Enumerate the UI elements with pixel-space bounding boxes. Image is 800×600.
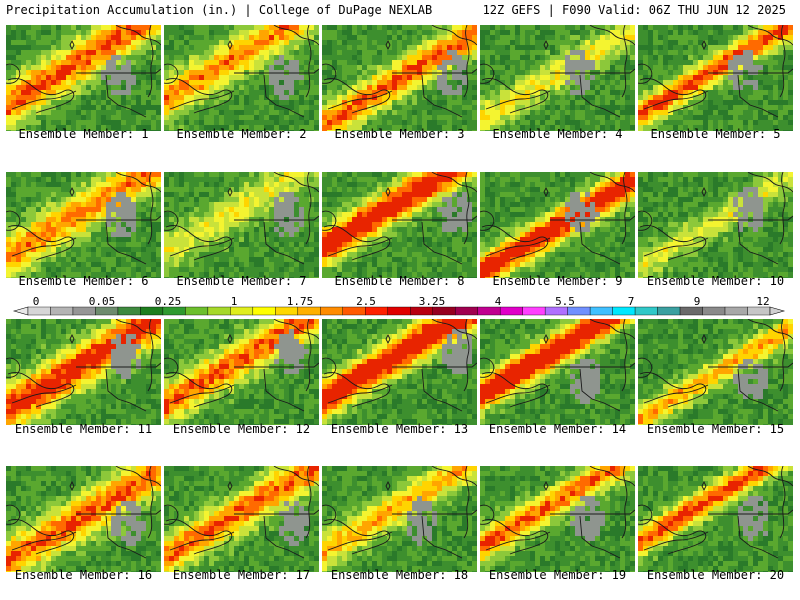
colorbar-swatch <box>634 306 658 316</box>
ensemble-member-label: Ensemble Member: 13 <box>330 422 469 436</box>
ensemble-member-label: Ensemble Member: 8 <box>334 274 465 288</box>
colorbar-swatch <box>72 306 96 316</box>
ensemble-member-label: Ensemble Member: 19 <box>488 568 627 582</box>
colorbar-swatch <box>342 306 366 316</box>
colorbar-swatch <box>95 306 119 316</box>
colorbar-swatch <box>589 306 613 316</box>
colorbar-tick-label: 5.5 <box>555 296 575 308</box>
ensemble-member-map <box>6 172 161 278</box>
colorbar-swatch <box>27 306 51 316</box>
colorbar-swatch <box>297 306 321 316</box>
ensemble-member-map <box>480 25 635 131</box>
ensemble-member-map <box>638 319 793 425</box>
ensemble-member-label: Ensemble Member: 2 <box>176 127 307 141</box>
colorbar-swatch <box>679 306 703 316</box>
ensemble-member-label: Ensemble Member: 18 <box>330 568 469 582</box>
colorbar-tick-label: 4 <box>495 296 502 308</box>
colorbar-swatch <box>657 306 681 316</box>
colorbar-swatch <box>252 306 276 316</box>
ensemble-member-label: Ensemble Member: 11 <box>14 422 153 436</box>
ensemble-member-label: Ensemble Member: 14 <box>488 422 627 436</box>
colorbar-tick-label: 9 <box>694 296 701 308</box>
colorbar-swatch <box>702 306 726 316</box>
ensemble-member-map <box>638 25 793 131</box>
colorbar-min-arrow <box>12 306 29 316</box>
colorbar-tick-label: 2.5 <box>356 296 376 308</box>
run-valid-time: 12Z GEFS | F090 Valid: 06Z THU JUN 12 20… <box>482 3 786 17</box>
ensemble-member-label: Ensemble Member: 16 <box>14 568 153 582</box>
ensemble-member-label: Ensemble Member: 4 <box>492 127 623 141</box>
ensemble-member-map <box>6 466 161 572</box>
ensemble-member-map <box>322 319 477 425</box>
ensemble-member-map <box>638 172 793 278</box>
colorbar-swatch <box>320 306 343 316</box>
colorbar-swatch <box>455 306 478 316</box>
colorbar-swatch <box>50 306 74 316</box>
chart-title: Precipitation Accumulation (in.) | Colle… <box>6 3 433 17</box>
colorbar-tick-label: 0.05 <box>89 296 116 308</box>
colorbar-tick-label: 1 <box>231 296 238 308</box>
ensemble-member-map <box>6 319 161 425</box>
colorbar-swatch <box>140 306 164 316</box>
ensemble-member-map <box>480 172 635 278</box>
ensemble-member-label: Ensemble Member: 15 <box>646 422 785 436</box>
ensemble-member-map <box>164 466 319 572</box>
colorbar-swatch <box>567 306 591 316</box>
colorbar-swatch <box>162 306 186 316</box>
colorbar-swatch <box>724 306 748 316</box>
colorbar-swatch <box>522 306 546 316</box>
colorbar-swatch <box>747 306 771 316</box>
colorbar-tick-label: 0 <box>33 296 40 308</box>
ensemble-member-label: Ensemble Member: 10 <box>646 274 785 288</box>
colorbar-swatch <box>365 306 388 316</box>
ensemble-member-label: Ensemble Member: 5 <box>650 127 781 141</box>
colorbar-swatch <box>207 306 231 316</box>
ensemble-member-map <box>638 466 793 572</box>
colorbar-swatch <box>230 306 254 316</box>
colorbar-swatch <box>275 306 299 316</box>
ensemble-member-map <box>322 25 477 131</box>
colorbar-swatch <box>185 306 209 316</box>
colorbar-swatch <box>387 306 411 316</box>
colorbar-tick-label: 0.25 <box>155 296 182 308</box>
colorbar-swatch <box>612 306 636 316</box>
ensemble-member-label: Ensemble Member: 7 <box>176 274 307 288</box>
colorbar-tick-label: 7 <box>628 296 635 308</box>
colorbar-tick-label: 1.75 <box>287 296 314 308</box>
colorbar-tick-label: 12 <box>756 296 769 308</box>
colorbar-swatch <box>117 306 141 316</box>
colorbar-swatch <box>499 306 523 316</box>
ensemble-member-map <box>322 466 477 572</box>
ensemble-member-label: Ensemble Member: 1 <box>18 127 149 141</box>
ensemble-member-label: Ensemble Member: 3 <box>334 127 465 141</box>
colorbar-swatch <box>544 306 568 316</box>
ensemble-member-label: Ensemble Member: 17 <box>172 568 311 582</box>
colorbar-swatch <box>410 306 433 316</box>
ensemble-member-map <box>6 25 161 131</box>
colorbar-swatch <box>477 306 501 316</box>
ensemble-member-map <box>322 172 477 278</box>
precip-colorbar: 0 0.05 0.25 1 1.75 2.5 3.25 4 5.5 7 9 12 <box>12 296 786 316</box>
colorbar-swatch <box>432 306 456 316</box>
ensemble-member-map <box>164 319 319 425</box>
ensemble-member-map <box>164 25 319 131</box>
ensemble-member-label: Ensemble Member: 9 <box>492 274 623 288</box>
colorbar-max-arrow <box>769 306 786 316</box>
ensemble-member-label: Ensemble Member: 6 <box>18 274 149 288</box>
colorbar-tick-label: 3.25 <box>419 296 446 308</box>
ensemble-member-map <box>164 172 319 278</box>
ensemble-member-map <box>480 319 635 425</box>
ensemble-member-label: Ensemble Member: 20 <box>646 568 785 582</box>
ensemble-member-label: Ensemble Member: 12 <box>172 422 311 436</box>
ensemble-member-map <box>480 466 635 572</box>
